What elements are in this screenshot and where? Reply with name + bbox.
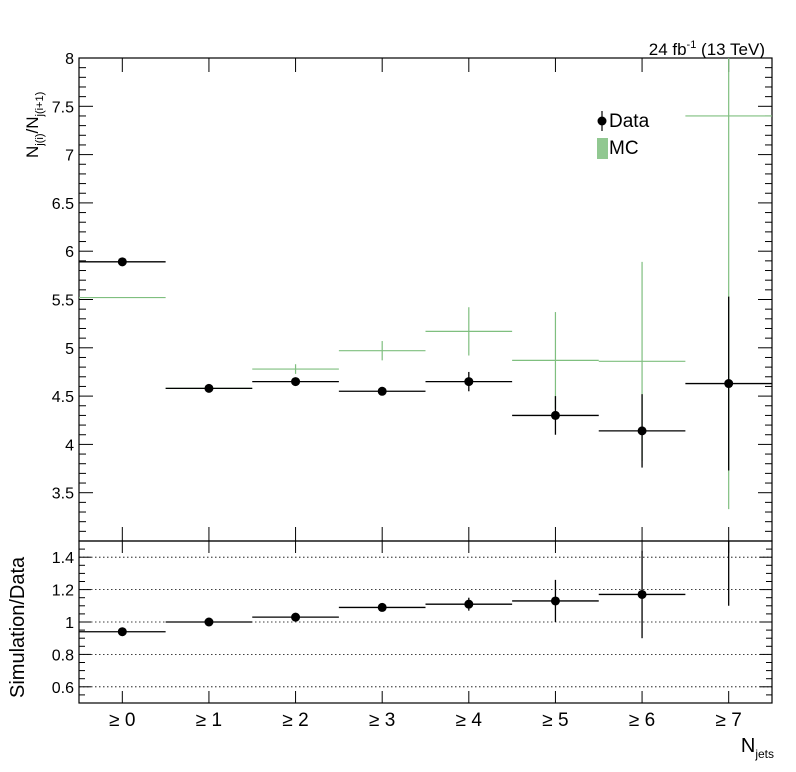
ratio-marks-clipped [79,541,730,639]
y-tick-label: 4 [65,437,74,454]
ratio-tick-label: 1.2 [52,583,74,600]
x-category-label: ≥ 5 [542,710,568,731]
legend: Data MC [597,111,650,159]
legend-entry-mc: MC [597,138,639,159]
ratio-point [550,596,560,606]
x-category-label: ≥ 3 [369,710,395,731]
data-point [377,386,387,396]
luminosity-label: 24 fb-1 (13 TeV) [649,39,765,59]
ratio-point [117,627,127,637]
legend-entry-data: Data [597,111,650,132]
legend-mc-swatch [597,138,608,159]
ratio-tick-label: 1 [65,615,74,632]
y-tick-label: 7 [65,148,74,165]
y-tick-label: 3.5 [52,486,74,503]
data-point [724,379,734,389]
x-category-label: ≥ 2 [282,710,308,731]
main-marks-clipped [79,58,772,510]
x-category-label: ≥ 1 [196,710,222,731]
legend-mc-label: MC [609,138,639,159]
y-tick-label: 8 [65,51,74,68]
ratio-point [377,602,387,612]
x-category-label: ≥ 6 [629,710,655,731]
y-tick-label: 4.5 [52,389,74,406]
data-point [550,410,560,420]
ratio-point [464,599,474,609]
data-point [464,377,474,387]
y-tick-label: 6 [65,244,74,261]
ratio-point [637,589,647,599]
ratio-tick-label: 1.4 [52,550,74,567]
main-plot-frame [78,57,773,542]
data-point [117,257,127,267]
ratio-point [204,617,214,627]
x-category-label: ≥ 7 [716,710,742,731]
y-tick-label: 5 [65,341,74,358]
ratio-point [291,612,301,622]
data-point [291,377,301,387]
x-axis-title: Njets [741,735,774,761]
y-tick-label: 7.5 [52,99,74,116]
y-tick-label: 5.5 [52,293,74,310]
legend-data-label: Data [609,111,650,132]
y-axis-title-ratio: Simulation/Data [7,556,29,698]
data-point [637,426,647,436]
data-point [204,383,214,393]
ratio-tick-label: 0.8 [52,647,74,664]
y-tick-label: 6.5 [52,196,74,213]
legend-data-marker [597,116,607,126]
ratio-tick-label: 0.6 [52,680,74,697]
x-category-label: ≥ 0 [109,710,135,731]
x-category-label: ≥ 4 [456,710,483,731]
y-axis-title-main: Nj(i)/Nj(i+1) [23,92,46,158]
